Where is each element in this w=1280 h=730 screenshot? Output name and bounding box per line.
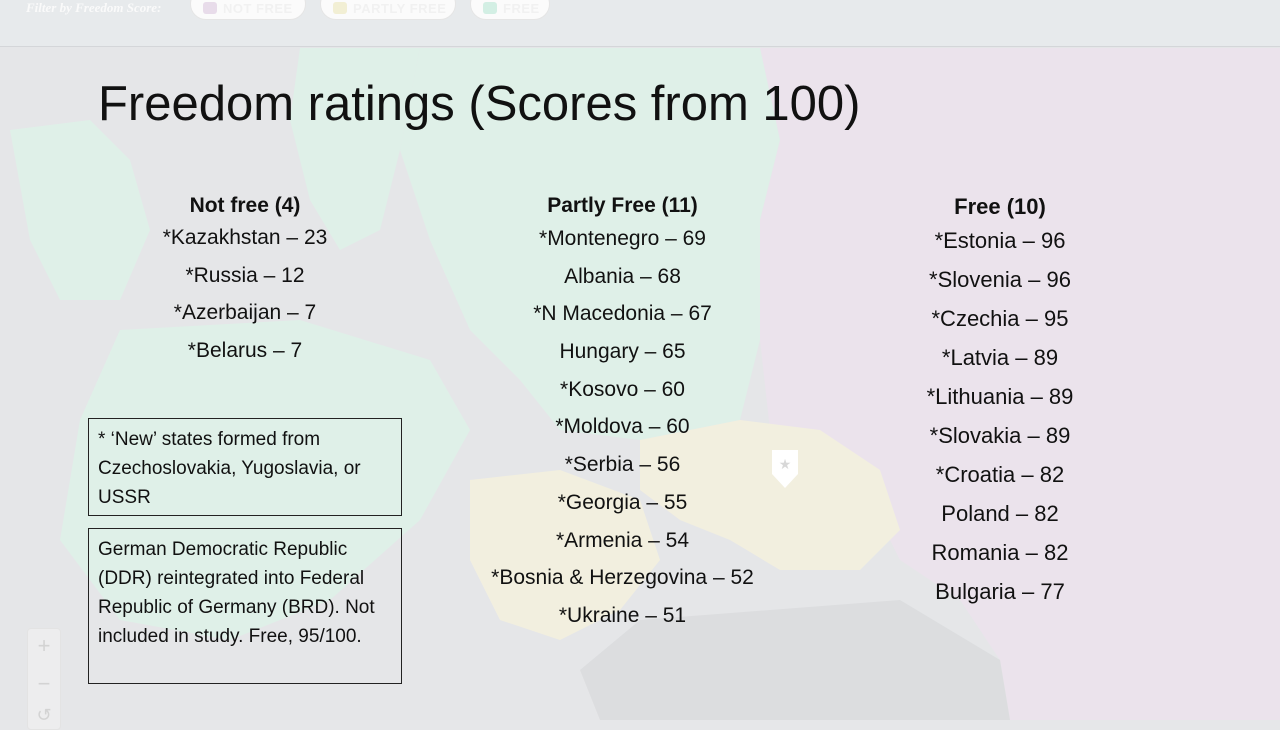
free-item: *Croatia – 82	[935, 462, 1065, 487]
filter-not-free-button[interactable]: NOT FREE	[190, 0, 306, 20]
region-free-uk	[10, 120, 150, 300]
free-item: *Estonia – 96	[934, 228, 1066, 253]
filter-not-free-label: NOT FREE	[223, 1, 293, 16]
region-partly-free-balkans	[470, 470, 660, 640]
marker-star-icon: ★	[779, 456, 792, 472]
filter-free-label: FREE	[503, 1, 540, 16]
not-free-item: *Azerbaijan – 7	[173, 301, 317, 324]
free-swatch-icon	[483, 2, 497, 14]
free-item: *Latvia – 89	[941, 345, 1059, 370]
ddr-note: German Democratic Republic (DDR) reinteg…	[88, 528, 402, 684]
partly-free-item: Hungary – 65	[559, 340, 686, 364]
region-free-north	[400, 48, 780, 440]
region-not-free-east	[760, 48, 1280, 720]
free-item: Poland – 82	[941, 501, 1059, 526]
free-column: Free (10) *Estonia – 96 *Slovenia – 96 *…	[880, 193, 1120, 611]
not-free-item: *Belarus – 7	[187, 338, 303, 362]
filter-partly-free-label: PARTLY FREE	[353, 1, 447, 16]
not-free-item: *Russia – 12	[185, 263, 305, 287]
partly-free-heading: Partly Free (11)	[547, 194, 698, 217]
partly-free-item: *Armenia – 54	[555, 528, 690, 552]
partly-free-item: *Moldova – 60	[555, 415, 690, 439]
partly-free-item: *Kosovo – 60	[560, 377, 685, 401]
slide-title: Freedom ratings (Scores from 100)	[98, 77, 861, 131]
region-free-scandinavia	[290, 48, 420, 250]
zoom-out-button[interactable]: −	[37, 671, 51, 696]
partly-free-item: *Georgia – 55	[557, 490, 688, 514]
zoom-in-button[interactable]: +	[37, 633, 51, 658]
free-item: Romania – 82	[931, 540, 1069, 565]
filter-label: Filter by Freedom Score:	[26, 0, 162, 15]
free-item: *Lithuania – 89	[926, 384, 1074, 409]
partly-free-item: *Ukraine – 51	[558, 603, 687, 627]
new-states-note: * ‘New’ states formed from Czechoslovaki…	[88, 418, 402, 516]
free-item: *Slovenia – 96	[929, 267, 1071, 292]
free-item: *Slovakia – 89	[929, 423, 1071, 448]
partly-free-item: *N Macedonia – 67	[533, 302, 712, 326]
map-zoom-controls: + − ↺	[27, 628, 61, 730]
free-heading: Free (10)	[954, 194, 1046, 219]
free-item: Bulgaria – 77	[935, 579, 1065, 604]
filter-free-button[interactable]: FREE	[470, 0, 550, 20]
partly-free-item: *Serbia – 56	[564, 453, 681, 477]
region-no-data-south	[580, 600, 1010, 720]
partly-free-item: *Montenegro – 69	[539, 227, 706, 250]
region-free-west	[60, 320, 470, 640]
region-partly-free-ukraine	[640, 420, 900, 570]
reset-view-button[interactable]: ↺	[36, 705, 52, 725]
not-free-column: Not free (4) *Kazakhstan – 23 *Russia – …	[120, 192, 370, 369]
partly-free-swatch-icon	[333, 2, 347, 14]
partly-free-item: *Bosnia & Herzegovina – 52	[491, 566, 754, 590]
filter-partly-free-button[interactable]: PARTLY FREE	[320, 0, 456, 20]
partly-free-item: Albania – 68	[564, 264, 681, 288]
not-free-item: *Kazakhstan – 23	[162, 226, 328, 249]
filter-bar: Filter by Freedom Score: NOT FREE PARTLY…	[0, 0, 1280, 47]
not-free-swatch-icon	[203, 2, 217, 14]
map-marker-icon[interactable]	[772, 450, 798, 488]
partly-free-column: Partly Free (11) *Montenegro – 69 Albani…	[470, 192, 775, 635]
free-item: *Czechia – 95	[931, 306, 1069, 331]
not-free-heading: Not free (4)	[189, 194, 301, 217]
